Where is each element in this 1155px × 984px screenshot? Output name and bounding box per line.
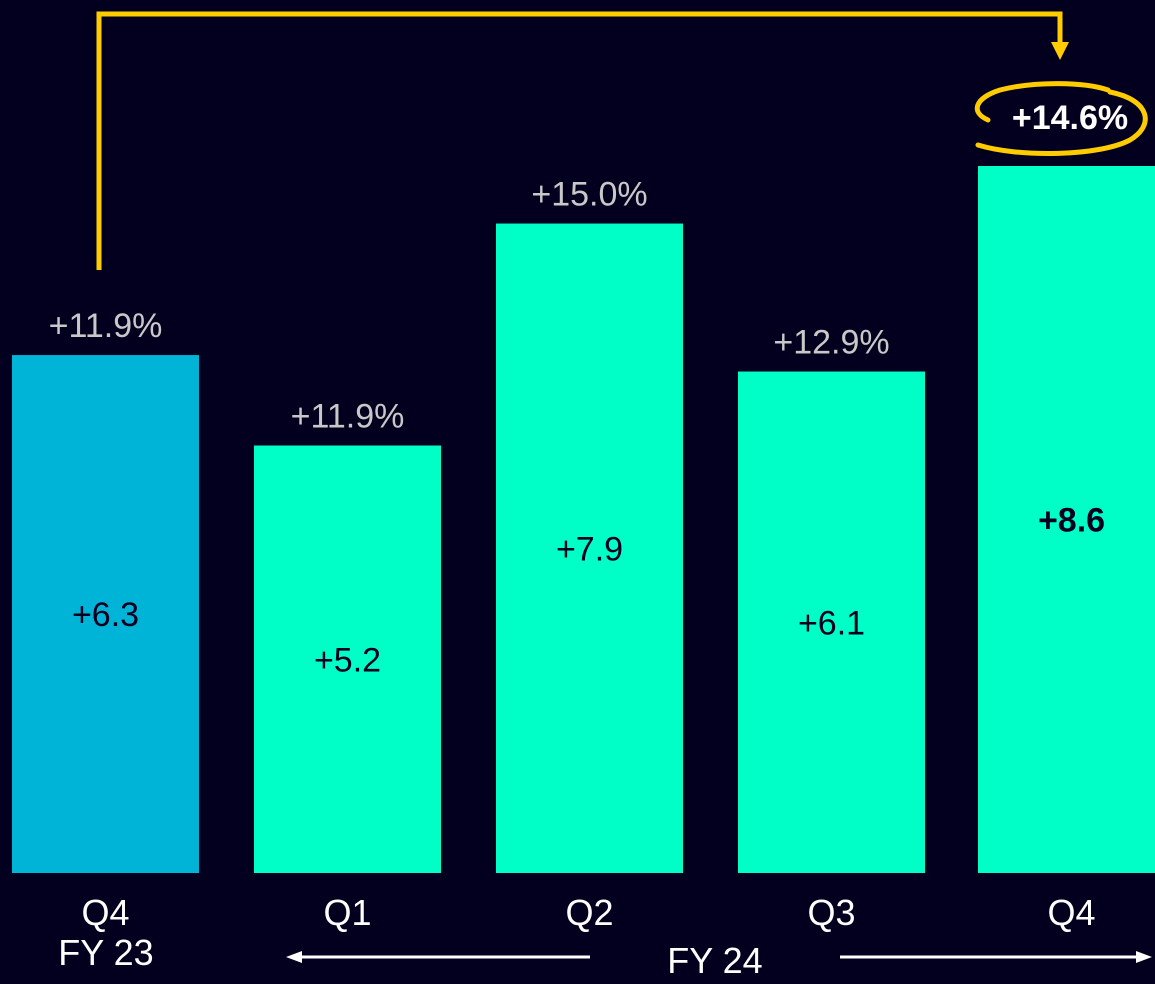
- fy24-label: FY 24: [667, 940, 762, 981]
- growth-connector-arrow: [96, 11, 1063, 270]
- connector-arrowhead-icon: [1051, 42, 1069, 60]
- fy24-left-arrowhead-icon: [286, 951, 302, 963]
- growth-label-5: +14.6%: [1012, 99, 1128, 137]
- bar-3: [496, 223, 683, 873]
- category-labels-group: Q4 Q1 Q2 Q3 Q4: [81, 892, 1095, 933]
- category-label-1: Q4: [81, 892, 129, 933]
- category-label-5: Q4: [1047, 892, 1095, 933]
- bar-value-label-1: +6.3: [72, 596, 139, 634]
- growth-labels-group: +11.9% +11.9% +15.0% +12.9% +14.6%: [49, 99, 1129, 436]
- category-label-4: Q3: [807, 892, 855, 933]
- highlight-circle: [974, 81, 1148, 157]
- value-labels-group: +6.3 +5.2 +7.9 +6.1 +8.6: [72, 502, 1105, 680]
- fy24-right-arrowhead-icon: [1136, 951, 1152, 963]
- bar-2: [254, 445, 441, 873]
- growth-label-3: +15.0%: [531, 176, 647, 214]
- bar-5: [978, 166, 1155, 873]
- bars-group: [12, 166, 1155, 873]
- bar-4: [738, 371, 925, 873]
- fy23-label: FY 23: [58, 932, 153, 973]
- bar-value-label-2: +5.2: [314, 641, 381, 679]
- bar-value-label-5: +8.6: [1038, 502, 1105, 540]
- growth-label-1: +11.9%: [49, 307, 163, 345]
- category-label-2: Q1: [323, 892, 371, 933]
- bar-value-label-4: +6.1: [798, 604, 865, 642]
- bar-value-label-3: +7.9: [556, 530, 623, 568]
- bar-1: [12, 355, 199, 873]
- growth-label-2: +11.9%: [291, 398, 405, 436]
- category-label-3: Q2: [565, 892, 613, 933]
- growth-label-4: +12.9%: [773, 324, 889, 362]
